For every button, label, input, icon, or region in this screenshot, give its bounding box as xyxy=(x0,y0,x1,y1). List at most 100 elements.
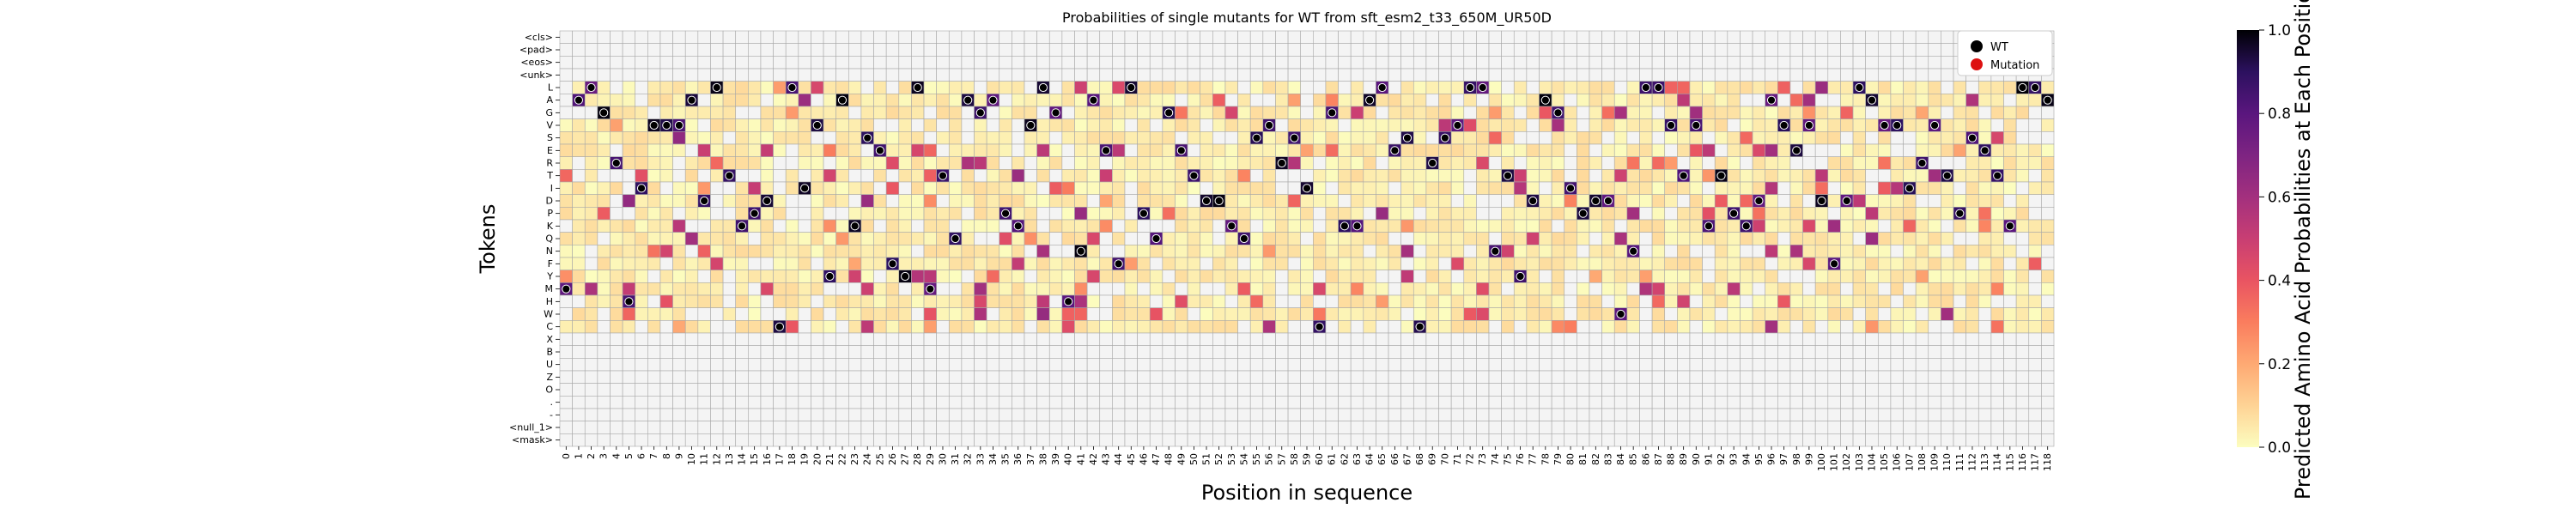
heatmap-cell xyxy=(1702,294,1716,308)
heatmap-cell xyxy=(961,307,975,321)
x-tick-label: 106 xyxy=(1892,453,1903,471)
heatmap-cell xyxy=(811,194,824,208)
heatmap-cell xyxy=(635,143,648,157)
heatmap-cell xyxy=(1865,219,1879,233)
heatmap-cell xyxy=(647,56,661,70)
heatmap-cell xyxy=(1526,245,1540,258)
heatmap-cell xyxy=(635,169,648,183)
heatmap-cell xyxy=(1765,30,1778,44)
heatmap-cell xyxy=(1249,282,1264,296)
heatmap-cell xyxy=(1978,307,1992,321)
heatmap-cell xyxy=(1413,245,1427,258)
heatmap-cell xyxy=(1099,270,1113,283)
heatmap-cell xyxy=(1388,383,1401,397)
heatmap-cell xyxy=(760,282,774,296)
x-tick-label: 98 xyxy=(1791,453,1802,465)
x-tick-label: 33 xyxy=(975,453,986,465)
heatmap-cell xyxy=(1325,81,1339,94)
heatmap-cell xyxy=(1338,383,1352,397)
heatmap-cell xyxy=(1024,81,1037,94)
heatmap-cell xyxy=(1890,358,1904,372)
heatmap-cell xyxy=(697,408,711,421)
heatmap-cell xyxy=(1262,320,1276,334)
heatmap-cell xyxy=(1601,245,1615,258)
heatmap-cell xyxy=(1048,320,1063,334)
heatmap-cell xyxy=(1249,106,1264,119)
heatmap-cell xyxy=(948,156,963,170)
heatmap-cell xyxy=(684,169,699,183)
heatmap-cell xyxy=(1903,433,1917,447)
heatmap-cell xyxy=(1513,68,1528,82)
heatmap-cell xyxy=(848,118,862,132)
heatmap-cell xyxy=(1338,396,1352,409)
heatmap-cell xyxy=(911,332,925,346)
heatmap-cell xyxy=(1789,81,1803,94)
heatmap-cell xyxy=(760,245,774,258)
heatmap-cell xyxy=(1513,257,1528,270)
heatmap-cell xyxy=(1086,332,1101,346)
heatmap-cell xyxy=(1061,194,1075,208)
heatmap-cell xyxy=(1689,320,1703,334)
heatmap-cell xyxy=(659,270,673,283)
heatmap-cell xyxy=(1275,307,1289,321)
heatmap-cell xyxy=(860,358,874,372)
heatmap-cell xyxy=(1639,169,1653,183)
heatmap-cell xyxy=(911,433,925,447)
heatmap-cell xyxy=(597,30,611,44)
heatmap-cell xyxy=(1978,118,1992,132)
heatmap-cell xyxy=(1814,320,1829,334)
heatmap-cell xyxy=(1941,282,1954,296)
heatmap-cell xyxy=(1300,320,1314,334)
heatmap-cell xyxy=(722,370,737,384)
heatmap-cell xyxy=(1275,396,1289,409)
heatmap-cell xyxy=(1765,282,1778,296)
heatmap-cell xyxy=(2028,370,2042,384)
heatmap-cell xyxy=(1890,94,1904,107)
heatmap-cell xyxy=(1187,370,1201,384)
heatmap-cell xyxy=(1677,118,1691,132)
heatmap-cell xyxy=(898,332,912,346)
heatmap-cell xyxy=(898,156,912,170)
heatmap-cell xyxy=(684,30,699,44)
heatmap-cell xyxy=(1061,320,1075,334)
heatmap-cell xyxy=(1061,282,1075,296)
heatmap-cell xyxy=(1400,219,1414,233)
heatmap-cell xyxy=(1012,370,1025,384)
x-tick-label: 53 xyxy=(1226,453,1237,465)
heatmap-cell xyxy=(1990,106,2004,119)
heatmap-cell xyxy=(986,106,1000,119)
heatmap-cell xyxy=(735,207,749,221)
heatmap-cell xyxy=(1099,181,1113,195)
heatmap-cell xyxy=(597,358,611,372)
heatmap-cell xyxy=(2015,232,2030,245)
heatmap-cell xyxy=(1086,383,1101,397)
heatmap-cell xyxy=(873,56,887,70)
heatmap-cell xyxy=(1601,332,1615,346)
heatmap-cell xyxy=(1978,232,1992,245)
heatmap-cell xyxy=(948,307,963,321)
heatmap-cell xyxy=(1727,433,1741,447)
heatmap-cell xyxy=(885,194,900,208)
heatmap-cell xyxy=(2041,131,2055,145)
heatmap-cell xyxy=(785,421,799,434)
wt-marker xyxy=(901,271,910,282)
x-tick-label: 102 xyxy=(1841,453,1852,471)
heatmap-cell xyxy=(635,270,648,283)
heatmap-cell xyxy=(1476,433,1490,447)
heatmap-cell xyxy=(1639,68,1653,82)
heatmap-cell xyxy=(811,282,824,296)
heatmap-cell xyxy=(1376,169,1389,183)
wt-marker xyxy=(1917,158,1927,168)
heatmap-cell xyxy=(1978,156,1992,170)
heatmap-cell xyxy=(936,156,950,170)
heatmap-cell xyxy=(1740,358,1753,372)
heatmap-cell xyxy=(1463,320,1477,334)
heatmap-cell xyxy=(1777,181,1791,195)
heatmap-cell xyxy=(2028,245,2042,258)
heatmap-cell xyxy=(1827,68,1841,82)
heatmap-cell xyxy=(2041,370,2055,384)
x-tick-label: 3 xyxy=(598,453,610,459)
heatmap-cell xyxy=(1589,81,1602,94)
heatmap-cell xyxy=(1890,232,1904,245)
x-tick-label: 111 xyxy=(1954,453,1965,471)
